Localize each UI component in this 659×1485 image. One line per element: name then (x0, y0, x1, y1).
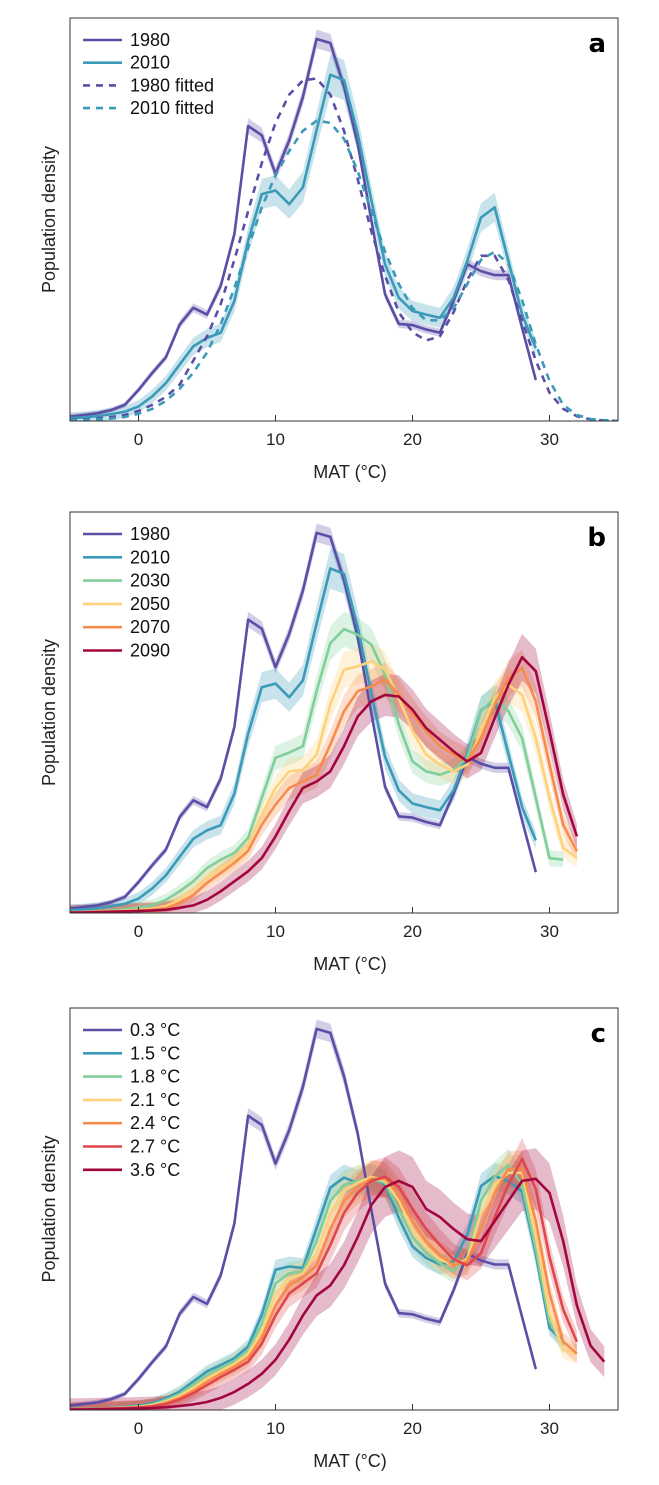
legend-label: 2090 (130, 641, 170, 661)
band-c-6 (70, 1148, 605, 1410)
y-axis-label: Population density (39, 146, 59, 293)
x-tick-label: 10 (266, 430, 285, 449)
legend-label: 2010 (130, 547, 170, 567)
band-c-1 (70, 1162, 564, 1410)
legend-label: 3.6 °C (130, 1160, 180, 1180)
x-tick-label: 30 (540, 922, 559, 941)
legend-label: 0.3 °C (130, 1020, 180, 1040)
y-axis-label: Population density (39, 1135, 59, 1282)
legend-label: 2010 (130, 53, 170, 73)
panel-letter: b (587, 523, 606, 553)
legend-label: 2.4 °C (130, 1113, 180, 1133)
legend-label: 1.8 °C (130, 1067, 180, 1087)
panel-a: 0 10 20 30 MAT (°C) Population density a 1980 20… (39, 17, 619, 482)
legend: 1980 2010 2030 2050 2070 2090 (83, 524, 170, 661)
x-tick-label: 20 (403, 430, 422, 449)
plot-frame (69, 17, 619, 422)
x-tick-label: 0 (134, 430, 143, 449)
legend: 0.3 °C 1.5 °C 1.8 °C 2.1 °C 2.4 °C 2.7 °C 3.6 … (83, 1020, 180, 1180)
panel-c: 0 10 20 30 MAT (°C) Population density c 0.3 °C… (39, 1007, 619, 1471)
x-tick-label: 30 (540, 1419, 559, 1438)
series-line-b-1 (70, 567, 538, 912)
legend-label: 1980 fitted (130, 75, 214, 95)
series-line-a-3 (70, 119, 618, 421)
panel-letter: c (591, 1019, 606, 1049)
legend-label: 1980 (130, 524, 170, 544)
series-line-b-3 (70, 659, 578, 913)
x-tick-label: 0 (134, 1419, 143, 1438)
series-line-a-1 (70, 73, 538, 420)
legend-label: 2050 (130, 594, 170, 614)
panel-letter: a (588, 29, 606, 59)
x-tick-label: 30 (540, 430, 559, 449)
legend-label: 1.5 °C (130, 1043, 180, 1063)
plot-area (70, 523, 579, 913)
series-line-c-0 (70, 1027, 538, 1407)
series-line-b-2 (70, 627, 564, 913)
x-axis-label: MAT (°C) (313, 954, 387, 974)
x-axis-label: MAT (°C) (313, 1451, 387, 1471)
x-tick-label: 20 (403, 1419, 422, 1438)
legend-label: 2070 (130, 617, 170, 637)
plot-frame (69, 511, 619, 914)
x-axis-label: MAT (°C) (313, 462, 387, 482)
series-line-a-0 (70, 37, 538, 418)
legend-label: 2010 fitted (130, 98, 214, 118)
x-tick-label: 10 (266, 1419, 285, 1438)
band-b-5 (70, 633, 577, 913)
y-axis-label: Population density (39, 639, 59, 786)
band-c-5 (70, 1137, 577, 1410)
plot-area (70, 1019, 606, 1410)
plot-area (70, 29, 618, 421)
legend-label: 2030 (130, 571, 170, 591)
series-line-a-2 (70, 77, 618, 421)
legend-label: 1980 (130, 30, 170, 50)
x-tick-label: 20 (403, 922, 422, 941)
legend-label: 2.7 °C (130, 1137, 180, 1157)
series-line-c-6 (70, 1177, 606, 1410)
series-line-b-5 (70, 655, 579, 913)
x-tick-label: 0 (134, 922, 143, 941)
x-tick-label: 10 (266, 922, 285, 941)
plot-frame (69, 1007, 619, 1411)
band-c-4 (70, 1150, 577, 1410)
legend-label: 2.1 °C (130, 1090, 180, 1110)
